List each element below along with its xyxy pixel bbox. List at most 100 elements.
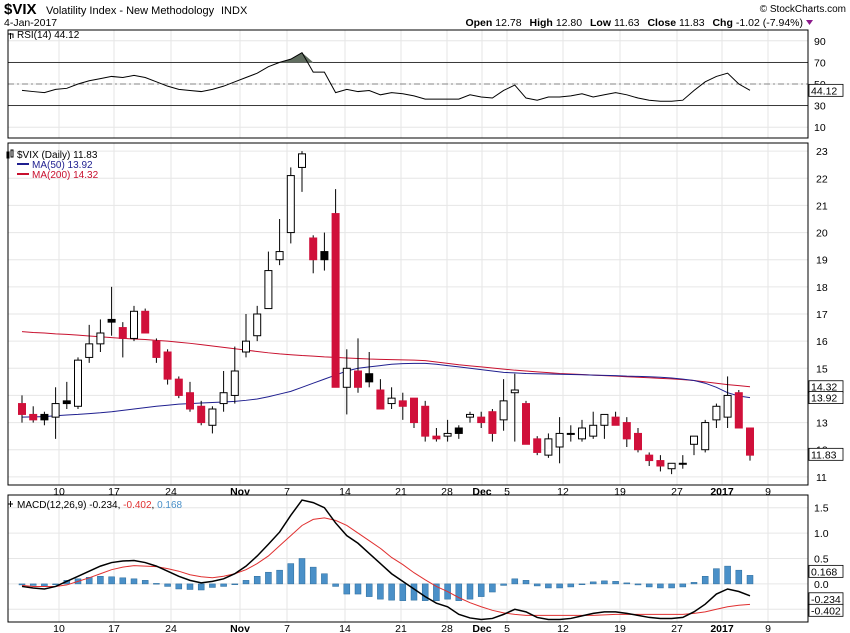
macd-tick-label: 1.0: [814, 528, 829, 540]
macd-tick-label: 0.5: [814, 554, 829, 566]
macd-histogram-bar: [197, 583, 205, 591]
candle-body: [387, 397, 396, 405]
close-last-label-box: [808, 447, 844, 461]
rsi-legend: RSI(14) 44.12: [8, 30, 80, 41]
macd-histogram-bar: [690, 582, 698, 585]
price-tick-label: 13: [816, 418, 828, 430]
candle-body: [566, 432, 575, 435]
macd-histogram-bar: [500, 583, 507, 586]
svg-text:RSI(14) 44.12: RSI(14) 44.12: [17, 30, 80, 41]
quote-line: Open 12.78 High 12.80 Low 11.63 Close 11.83 …: [465, 17, 803, 29]
candle-body: [197, 405, 206, 424]
macd-histogram-bar: [29, 583, 37, 586]
macd-histogram-bar: [242, 580, 250, 585]
candle-body: [510, 389, 519, 394]
price-tick-label: 22: [816, 173, 828, 185]
price-tick-label: 23: [816, 146, 828, 158]
symbol-exchange: INDX: [221, 5, 248, 17]
x-tick-label: 14: [339, 486, 351, 498]
chg-down-arrow-icon: [806, 20, 813, 25]
candle-body: [443, 432, 452, 437]
candle-body: [118, 327, 127, 339]
macd-tick-label: 0.0: [814, 579, 829, 591]
close-last-label: 11.83: [811, 449, 837, 461]
macd-histogram-bar: [186, 583, 194, 590]
candle-body: [219, 392, 228, 405]
candle-body: [533, 438, 542, 453]
x-tick-label: 5: [504, 486, 510, 498]
panel-frame: [7, 29, 809, 139]
macd-histogram-bar: [421, 583, 429, 601]
macd-histogram-bar: [489, 583, 496, 593]
x-tick-label: 24: [165, 623, 177, 633]
candle-body: [589, 424, 598, 437]
price-tick-label: 15: [816, 363, 828, 375]
candle-body: [578, 427, 586, 440]
candle-body: [208, 408, 217, 426]
macd-histogram-bar: [556, 583, 563, 589]
candle-body: [342, 367, 351, 388]
candle-body: [410, 397, 418, 424]
candle-body: [376, 389, 385, 410]
ma50-swatch: [17, 163, 29, 165]
macd-panel: 1.51.00.50.0-0.50.168-0.234-0.402: [7, 494, 844, 623]
candle-body: [62, 400, 71, 405]
x-tick-label: Dec: [472, 486, 491, 498]
macd-histogram-bar: [343, 583, 351, 595]
candle-body: [611, 416, 620, 426]
candle-body: [734, 392, 743, 429]
candle-body: [85, 343, 94, 358]
macd-histogram-bar: [332, 583, 339, 587]
ma200-last-label: 14.32: [811, 382, 837, 394]
x-tick-label: 28: [441, 486, 453, 498]
price-legend: $VIX (Daily) 11.83 MA(50) 13.92 MA(200) …: [6, 149, 99, 181]
candle-body: [29, 413, 38, 421]
macd-signal-last-label-box: [808, 603, 844, 617]
macd-line: [21, 499, 751, 621]
candlestick-icon: [6, 149, 14, 159]
price-tick-label: 17: [816, 309, 828, 321]
macd-histogram-bar: [276, 569, 283, 585]
macd-signal-last-label: -0.402: [811, 605, 841, 617]
x-tick-label: 21: [395, 486, 407, 498]
macd-histogram-bar: [724, 565, 731, 585]
candle-body: [555, 432, 564, 448]
x-tick-label: 17: [108, 486, 120, 498]
x-tick-label: 27: [671, 486, 683, 498]
candle-body: [712, 405, 721, 421]
macd-histogram-bar: [130, 578, 138, 585]
rsi-panel: 907050301044.12: [7, 29, 844, 139]
rsi-line: [21, 51, 751, 102]
macd-histogram-bar: [567, 583, 575, 588]
candle-body: [320, 251, 329, 261]
macd-last-label: -0.234: [811, 594, 841, 606]
candle-body: [522, 403, 530, 445]
x-tick-label: 5: [504, 623, 510, 633]
x-tick-label: 12: [557, 623, 569, 633]
x-tick-label: 7: [284, 623, 290, 633]
candle-body: [690, 435, 698, 445]
x-tick-label: 9: [765, 623, 771, 633]
candle-body: [544, 438, 553, 456]
legend-vix: $VIX (Daily) 11.83: [17, 150, 98, 161]
ma50-last-label-box: [808, 391, 844, 405]
rsi-tick-label: 90: [814, 36, 826, 48]
candle-body: [107, 318, 116, 323]
macd-histogram-bar: [119, 577, 127, 585]
price-tick-label: 20: [816, 228, 828, 240]
candle-body: [331, 213, 340, 388]
macd-histogram-bar: [679, 583, 687, 588]
macd-histogram-bar: [97, 576, 104, 585]
candle-body: [230, 370, 239, 396]
candle-body: [723, 394, 732, 418]
price-tick-label: 21: [816, 200, 828, 212]
candle-body: [130, 310, 138, 339]
candle-body: [264, 270, 273, 310]
macd-hist-last-label: 0.168: [811, 566, 837, 578]
x-tick-label: 14: [339, 623, 351, 633]
macd-histogram-bar: [52, 583, 59, 585]
ma50-last-label: 13.92: [811, 393, 837, 405]
macd-histogram-bar: [657, 583, 664, 589]
candle-body: [186, 392, 194, 410]
candle-body: [298, 153, 306, 168]
